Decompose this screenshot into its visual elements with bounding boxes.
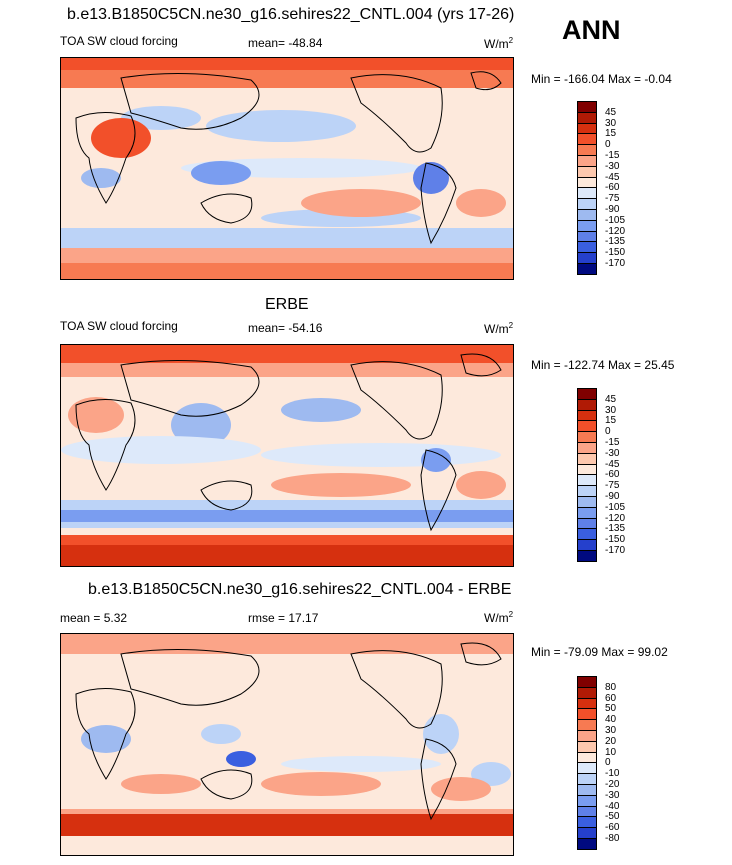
colorbar-tick-label: -90 [605,491,620,502]
panel-title: b.e13.B1850C5CN.ne30_g16.sehires22_CNTL.… [88,581,512,598]
colorbar-tick-label: -60 [605,182,620,194]
colorbar-swatch [577,263,597,275]
colorbar-tick-label: 15 [605,128,617,140]
colorbar-tick-label: 30 [605,404,617,416]
colorbar-tick-label: -30 [605,447,620,459]
colorbar-tick-label: -120 [605,512,626,524]
colorbar-tick-label: -60 [605,822,620,834]
colorbar-tick-label: -75 [605,480,620,492]
colorbar-tick-label: 15 [605,415,617,427]
units-label: W/m2 [484,321,514,336]
diff-mean-label: mean = 5.32 [60,611,128,625]
variable-label: TOA SW cloud forcing [60,319,178,333]
colorbar-tick-label: -50 [605,811,620,823]
units-label: W/m2 [484,610,514,625]
colorbar-tick-label: 30 [605,725,617,736]
colorbar-tick-label: -90 [605,204,620,215]
colorbar-tick-label: 30 [605,117,617,129]
colorbar-tick-label: 45 [605,393,617,405]
colorbar-tick-label: -170 [605,258,626,269]
colorbar: 45 30 15 0 -15 -30 -45 -60 -75 -90 -105 -120 -135 -15… [577,101,625,281]
map-plot [60,57,514,280]
colorbar-tick-label: -135 [605,523,626,535]
colorbar-swatch [577,550,597,562]
colorbar-tick-label: -40 [605,800,620,812]
colorbar-tick-label: 45 [605,106,617,118]
units-label: W/m2 [484,36,514,51]
colorbar-tick-label: -45 [605,458,620,470]
colorbar-tick-label: 10 [605,746,617,758]
map-plot [60,344,514,567]
colorbar-tick-label: -45 [605,171,620,183]
colorbar-tick-label: -80 [605,833,620,844]
minmax-label: Min = -166.04 Max = -0.04 [531,72,672,86]
colorbar-tick-label: -20 [605,779,620,790]
colorbar-tick-label: -15 [605,150,620,161]
colorbar-tick-label: -135 [605,236,626,248]
colorbar-tick-label: -120 [605,225,626,237]
colorbar: 45 30 15 0 -15 -30 -45 -60 -75 -90 -105 -120 -135 -15… [577,388,625,568]
colorbar-tick-label: 60 [605,692,617,704]
colorbar-tick-label: 20 [605,735,617,747]
colorbar-tick-label: -15 [605,437,620,448]
colorbar-tick-label: -170 [605,545,626,556]
colorbar-tick-label: -60 [605,469,620,481]
colorbar-tick-label: -105 [605,214,626,226]
colorbar-tick-label: 0 [605,426,611,438]
colorbar-tick-label: -150 [605,247,626,259]
mean-label: mean= -48.84 [248,36,323,50]
colorbar-tick-label: -105 [605,501,626,513]
colorbar-tick-label: -30 [605,789,620,801]
minmax-label: Min = -79.09 Max = 99.02 [531,645,668,659]
colorbar-tick-label: -30 [605,160,620,172]
colorbar-tick-label: 0 [605,139,611,151]
colorbar-tick-label: 40 [605,714,617,726]
colorbar-swatch [577,838,597,850]
colorbar-tick-label: -10 [605,768,620,780]
mean-label: mean= -54.16 [248,321,323,335]
panel-title: ERBE [265,296,309,313]
variable-label: TOA SW cloud forcing [60,34,178,48]
colorbar-tick-label: 50 [605,703,617,715]
rmse-label: rmse = 17.17 [248,611,319,625]
season-label: ANN [562,15,621,45]
minmax-label: Min = -122.74 Max = 25.45 [531,358,675,372]
colorbar-tick-label: -150 [605,534,626,546]
colorbar-tick-label: -75 [605,193,620,205]
map-plot [60,633,514,856]
colorbar-tick-label: 0 [605,757,611,769]
colorbar-tick-label: 80 [605,681,617,693]
panel-title: b.e13.B1850C5CN.ne30_g16.sehires22_CNTL.… [67,6,515,23]
colorbar: 80 60 50 40 30 20 10 0 -10 -20 -30 -40 -50 -60 -80 [577,676,619,856]
